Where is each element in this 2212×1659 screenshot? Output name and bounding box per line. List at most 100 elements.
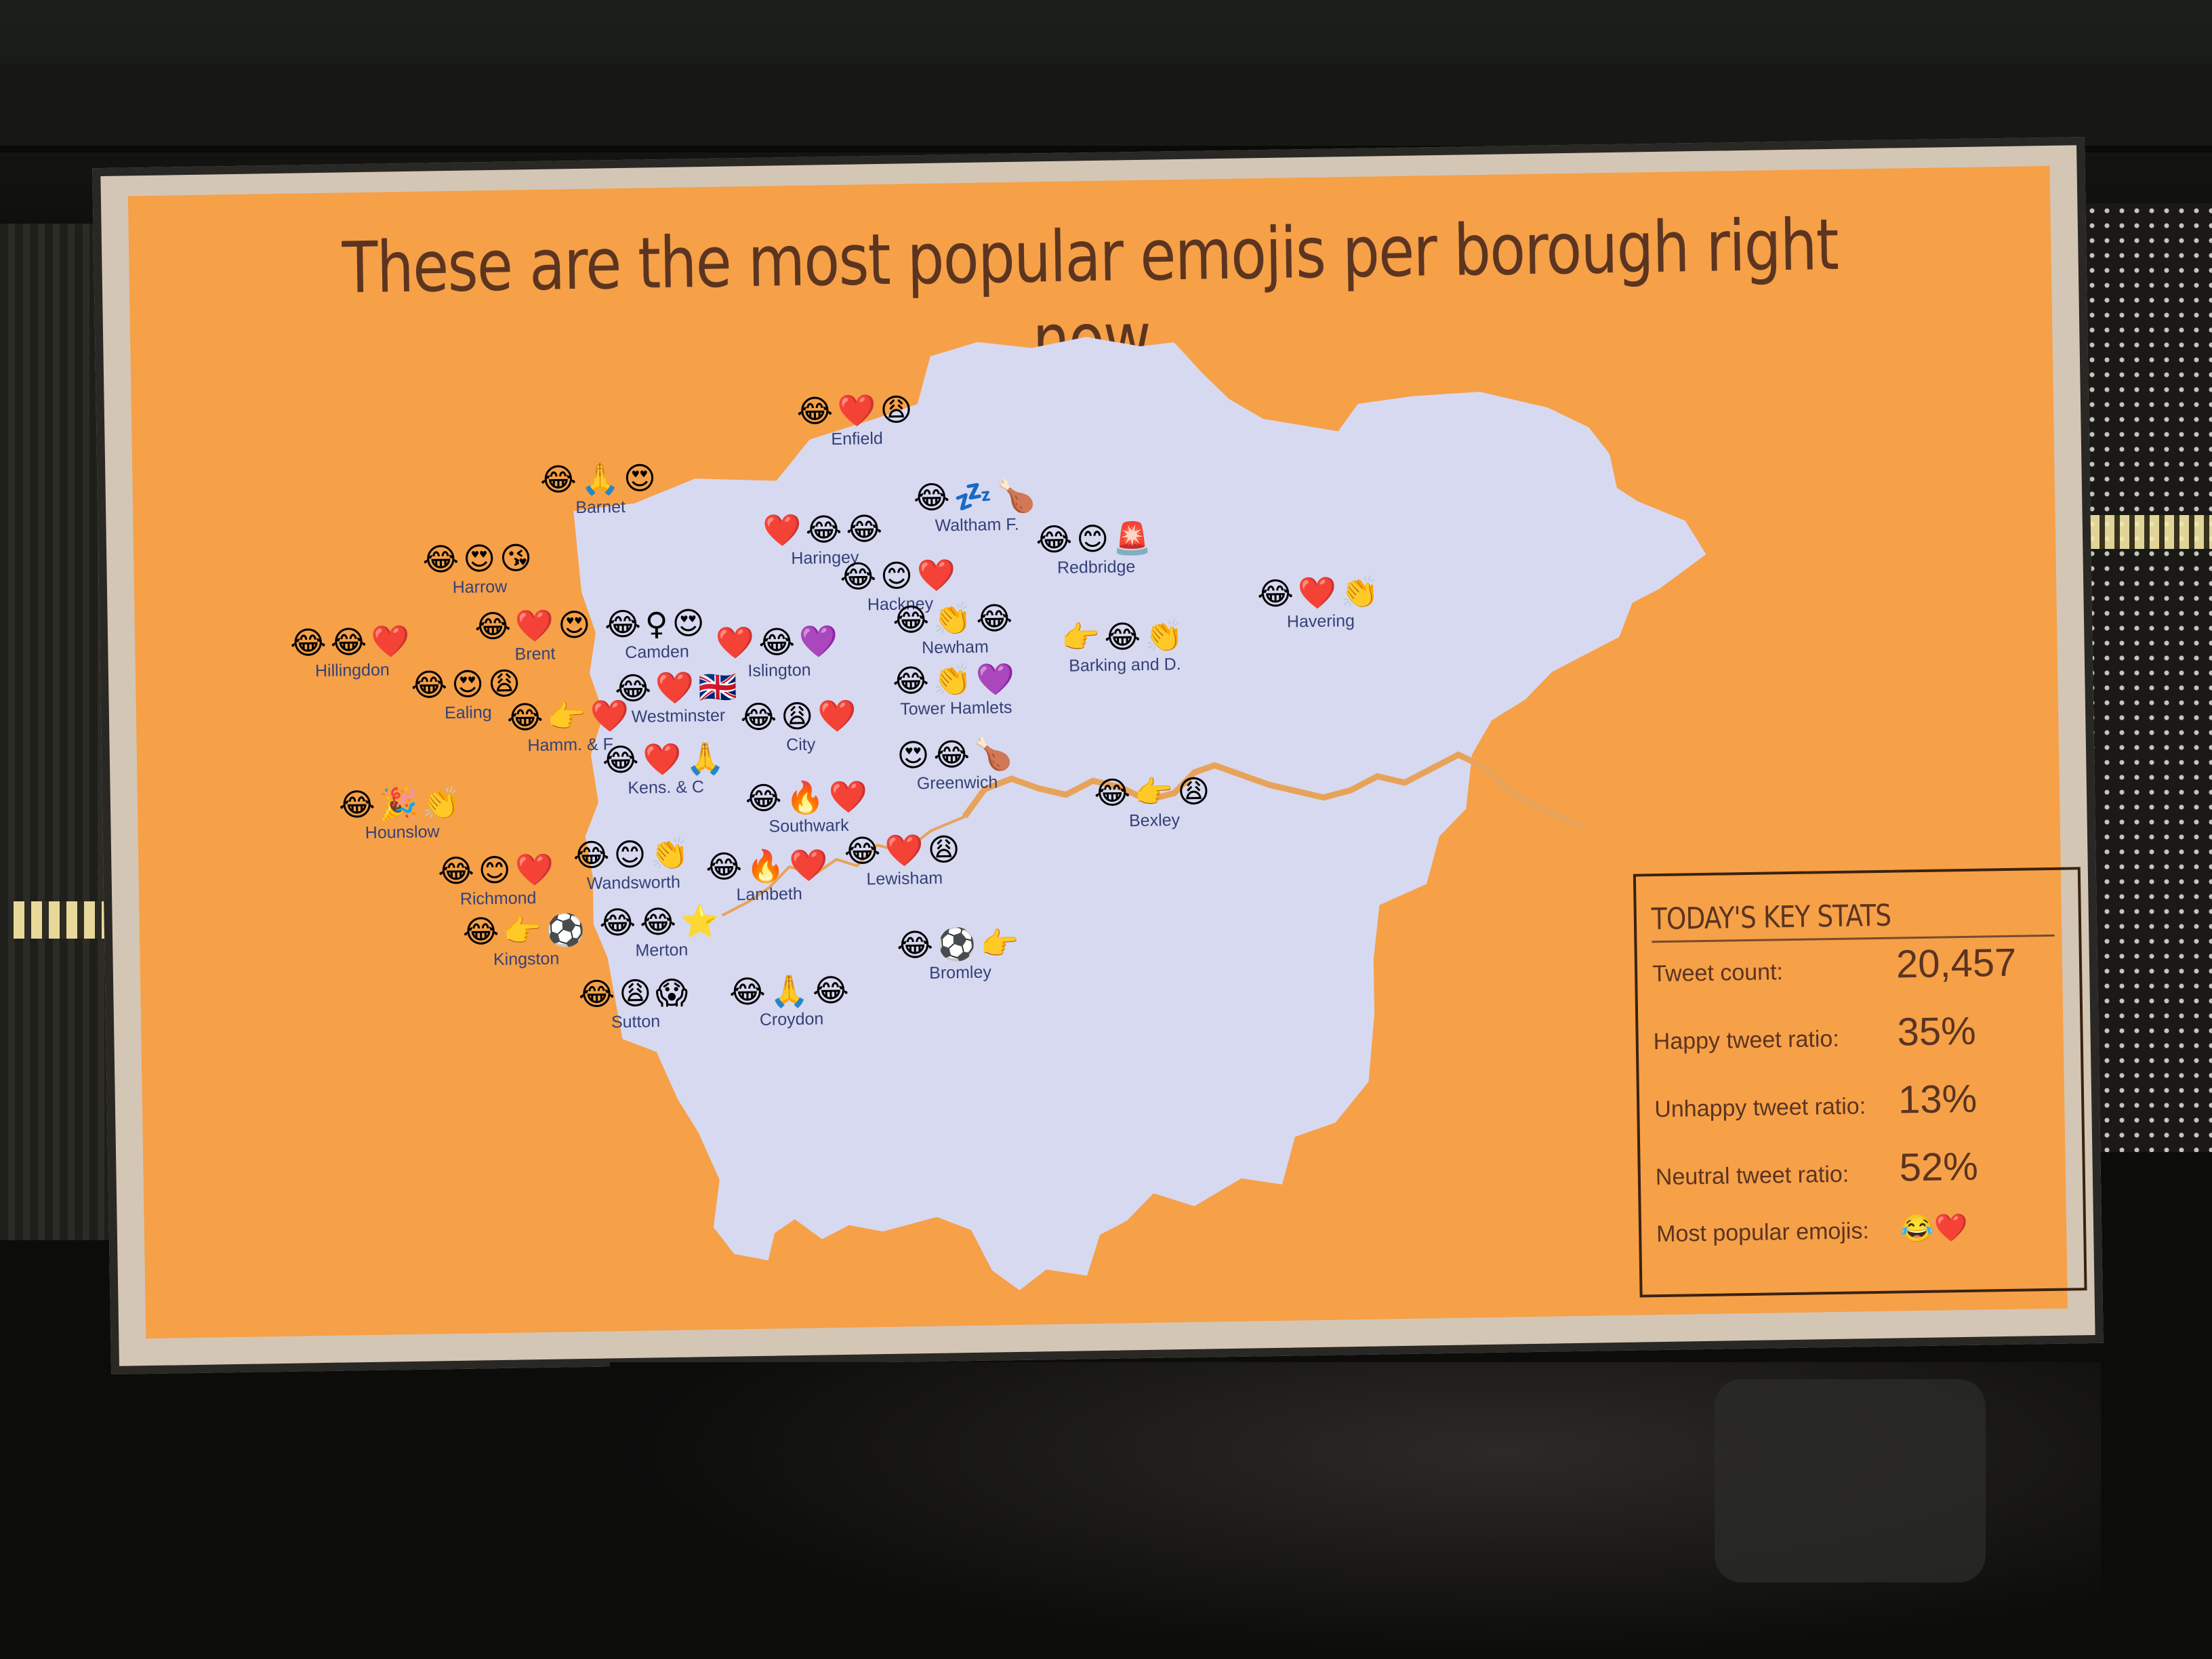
borough-emojis: 😂😊🚨 bbox=[1036, 519, 1156, 558]
borough-redbridge: 😂😊🚨 Redbridge bbox=[1036, 519, 1156, 578]
borough-emojis: 😂😊❤️ bbox=[437, 851, 558, 890]
borough-emojis: 😂😩❤️ bbox=[740, 697, 861, 736]
borough-name: Kens. & C bbox=[628, 777, 705, 798]
stats-title: TODAY'S KEY STATS bbox=[1651, 895, 2055, 943]
slide: These are the most popular emojis per bo… bbox=[127, 165, 2087, 1339]
borough-waltham-forest: 😂💤🍗 Waltham F. bbox=[913, 476, 1040, 535]
stat-value: 20,457 bbox=[1896, 940, 2017, 987]
borough-hillingdon: 😂😂❤️ Hillingdon bbox=[289, 622, 414, 681]
borough-name: Westminster bbox=[631, 705, 726, 726]
key-stats-box: TODAY'S KEY STATS Tweet count: 20,457 Ha… bbox=[1633, 867, 2087, 1298]
borough-emojis: 😂🙏😍 bbox=[539, 459, 661, 498]
borough-emojis: 😂❤️🙏 bbox=[602, 739, 729, 779]
borough-emojis: 😂❤️🇬🇧 bbox=[614, 668, 741, 708]
borough-name: Hounslow bbox=[365, 822, 440, 842]
stat-emojis: 😂❤️ bbox=[1900, 1212, 1969, 1244]
borough-kingston: 😂👉⚽ Kingston bbox=[462, 911, 590, 970]
stat-label: Neutral tweet ratio: bbox=[1655, 1161, 1849, 1191]
chair bbox=[1715, 1379, 1986, 1582]
borough-name: Sutton bbox=[611, 1012, 661, 1032]
borough-bexley: 😂👉😩 Bexley bbox=[1094, 772, 1214, 831]
london-outline bbox=[573, 337, 1706, 1290]
stat-value: 13% bbox=[1898, 1076, 1978, 1122]
borough-emojis: 😂👏😂 bbox=[893, 599, 1017, 638]
borough-emojis: 😂😂❤️ bbox=[289, 622, 415, 661]
borough-name: Brent bbox=[514, 644, 556, 664]
borough-emojis: 😂❤️👏 bbox=[1256, 573, 1384, 613]
borough-name: Merton bbox=[635, 940, 689, 960]
borough-kensington-and-chelsea: 😂❤️🙏 Kens. & C bbox=[602, 739, 729, 798]
stat-value: 52% bbox=[1899, 1144, 1979, 1190]
london-map: 😂❤️😩 Enfield 😂🙏😍 Barnet 😂💤🍗 Waltham F. ❤… bbox=[289, 316, 1738, 1325]
borough-name: Tower Hamlets bbox=[899, 697, 1012, 719]
borough-barking-and-dagenham: 👉😂👏 Barking and D. bbox=[1061, 617, 1189, 676]
borough-havering: 😂❤️👏 Havering bbox=[1257, 573, 1385, 632]
borough-emojis: ❤️😂💜 bbox=[715, 622, 842, 661]
borough-name: Enfield bbox=[831, 428, 884, 449]
borough-name: Redbridge bbox=[1057, 557, 1136, 577]
borough-lewisham: 😂❤️😩 Lewisham bbox=[844, 830, 964, 889]
borough-richmond: 😂😊❤️ Richmond bbox=[438, 851, 558, 909]
borough-name: Waltham F. bbox=[935, 514, 1019, 535]
borough-name: Croydon bbox=[759, 1009, 824, 1029]
borough-emojis: ❤️😂😂 bbox=[762, 510, 887, 549]
stat-value: 35% bbox=[1897, 1008, 1977, 1054]
borough-enfield: 😂❤️😩 Enfield bbox=[796, 390, 917, 449]
stat-label: Happy tweet ratio: bbox=[1653, 1025, 1840, 1055]
borough-tower-hamlets: 😂👏💜 Tower Hamlets bbox=[893, 660, 1020, 719]
borough-name: Greenwich bbox=[916, 773, 998, 794]
borough-name: Bexley bbox=[1128, 811, 1181, 831]
borough-emojis: 👉😂👏 bbox=[1061, 617, 1188, 656]
borough-sutton: 😂😩😱 Sutton bbox=[578, 973, 693, 1032]
borough-emojis: 😂🔥❤️ bbox=[745, 778, 872, 817]
borough-name: Havering bbox=[1286, 611, 1355, 632]
borough-lambeth: 😂🔥❤️ Lambeth bbox=[705, 846, 833, 905]
borough-barnet: 😂🙏😍 Barnet bbox=[540, 459, 661, 518]
borough-emojis: 😂💤🍗 bbox=[913, 477, 1040, 516]
borough-name: Newham bbox=[921, 637, 989, 658]
borough-emojis: 😂🔥❤️ bbox=[705, 846, 833, 886]
borough-emojis: 😂😍😘 bbox=[422, 539, 537, 578]
borough-name: Richmond bbox=[459, 888, 537, 909]
stat-unhappy-ratio: Unhappy tweet ratio: 13% bbox=[1654, 1075, 2067, 1147]
borough-name: Harrow bbox=[452, 577, 508, 597]
borough-newham: 😂👏😂 Newham bbox=[893, 599, 1017, 658]
stat-tweet-count: Tweet count: 20,457 bbox=[1652, 939, 2065, 1011]
borough-croydon: 😂🙏😂 Croydon bbox=[729, 971, 854, 1030]
borough-emojis: 😂😂⭐ bbox=[598, 902, 724, 941]
borough-city: 😂😩❤️ City bbox=[740, 697, 861, 756]
borough-emojis: 😂😩😱 bbox=[578, 974, 693, 1013]
borough-harrow: 😂😍😘 Harrow bbox=[422, 539, 537, 598]
borough-name: City bbox=[785, 735, 816, 755]
borough-bromley: 😂⚽👉 Bromley bbox=[897, 924, 1024, 983]
borough-emojis: 😂👏💜 bbox=[892, 660, 1019, 699]
stat-neutral-ratio: Neutral tweet ratio: 52% bbox=[1655, 1143, 2068, 1214]
led-light-band bbox=[2090, 515, 2212, 549]
borough-emojis: 😂🙏😂 bbox=[729, 971, 854, 1010]
borough-name: Bromley bbox=[928, 962, 992, 983]
borough-camden: 😂♀😍 Camden bbox=[605, 604, 710, 662]
stat-happy-ratio: Happy tweet ratio: 35% bbox=[1653, 1007, 2066, 1079]
stat-label: Tweet count: bbox=[1652, 959, 1784, 987]
borough-emojis: 😂👉❤️ bbox=[506, 697, 634, 736]
borough-emojis: 😂😊❤️ bbox=[839, 556, 960, 595]
projection-screen: These are the most popular emojis per bo… bbox=[92, 137, 2104, 1374]
borough-name: Wandsworth bbox=[586, 872, 681, 893]
borough-emojis: 😂🎉👏 bbox=[338, 784, 466, 823]
borough-emojis: 😂👉⚽ bbox=[462, 911, 590, 950]
borough-name: Barking and D. bbox=[1069, 655, 1181, 676]
borough-name: Lambeth bbox=[736, 884, 803, 905]
borough-emojis: 😂❤️😩 bbox=[844, 831, 965, 869]
ceiling-beam bbox=[0, 64, 2212, 152]
borough-emojis: 😂❤️😍 bbox=[474, 606, 595, 645]
borough-name: Lewisham bbox=[866, 868, 943, 889]
borough-emojis: 😂⚽👉 bbox=[896, 924, 1023, 964]
borough-name: Barnet bbox=[575, 497, 626, 518]
borough-emojis: 😂😊👏 bbox=[573, 835, 694, 874]
borough-hounslow: 😂🎉👏 Hounslow bbox=[338, 784, 466, 843]
borough-westminster: 😂❤️🇬🇧 Westminster bbox=[615, 668, 742, 726]
stat-label: Most popular emojis: bbox=[1656, 1218, 1870, 1248]
borough-name: Hillingdon bbox=[314, 660, 390, 681]
borough-southwark: 😂🔥❤️ Southwark bbox=[745, 777, 872, 836]
borough-merton: 😂😂⭐ Merton bbox=[599, 902, 724, 961]
